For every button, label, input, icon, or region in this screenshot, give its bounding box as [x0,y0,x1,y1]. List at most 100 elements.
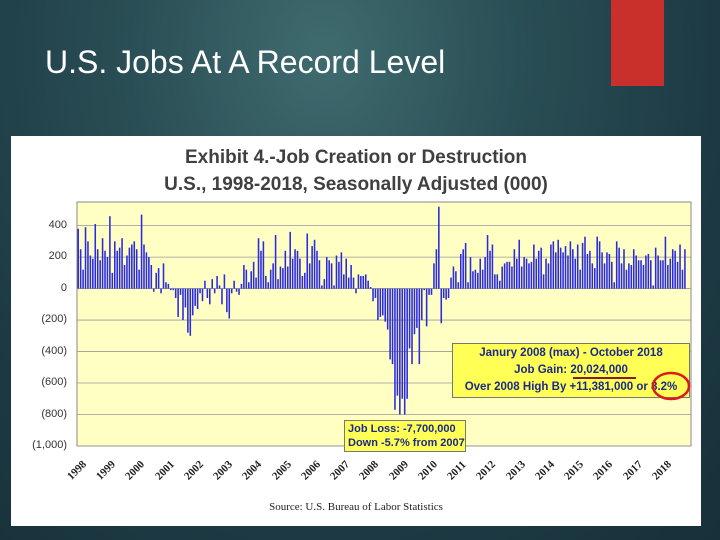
bar [357,274,360,289]
bar [250,271,252,289]
bar [116,250,118,289]
bar [416,288,418,328]
bar [230,288,233,294]
bar [455,271,457,289]
record-annotation-line2: Job Gain: 20,024,000 [514,364,628,376]
bar [118,247,121,289]
bar [235,288,238,292]
bar [554,252,557,289]
bar [440,288,443,324]
bar [121,238,123,289]
bar [306,233,309,289]
bar [586,253,589,289]
slide-title: U.S. Jobs At A Record Level [45,44,446,80]
bar [584,236,586,289]
bar [562,252,564,289]
bar [162,263,165,289]
bar [174,288,177,299]
bar [671,249,674,289]
plot-area [76,201,692,447]
chart-subtitle: U.S., 1998-2018, Seasonally Adjusted (00… [164,174,548,195]
bar [335,255,338,289]
bar [135,249,138,289]
bar [518,239,521,289]
bar [313,239,316,289]
bar [252,261,255,289]
bar [321,285,323,289]
bar [684,249,686,289]
bar [637,260,640,289]
bar [496,274,499,289]
bar [484,257,486,289]
bar [511,266,513,289]
bar [645,255,647,289]
bar [516,258,518,289]
bar [84,227,87,289]
bar [384,288,386,322]
bar [289,231,291,289]
bar [420,288,423,321]
bar [628,263,630,289]
bar [360,275,362,289]
bar [204,280,206,289]
bar [438,206,440,289]
bar [323,279,326,289]
bar [647,253,650,289]
bar [425,288,428,327]
bar [625,269,628,289]
bar [657,255,659,289]
bar [96,249,99,289]
bar [406,288,408,399]
bar [523,257,525,289]
bar [304,272,306,289]
bar [569,241,572,289]
bar [218,285,221,289]
bar [606,252,608,289]
bar [430,288,433,295]
bar [301,275,304,289]
bar [474,269,477,289]
bar [447,288,450,299]
loss-annotation-line2: Down -5.7% from 2007 [348,437,465,449]
bar [377,288,379,321]
bar [652,285,655,289]
bar [111,272,114,289]
bar [213,288,216,294]
bar [284,250,287,289]
bar [399,288,401,415]
bar [508,261,511,289]
bar [199,288,201,294]
bar [513,249,516,289]
bar [167,283,170,289]
bar [603,263,606,289]
bar [89,255,92,289]
bar [433,263,435,289]
bar [87,241,89,289]
bar [286,266,289,289]
bar [262,241,265,289]
bar [355,288,357,294]
bar [545,258,547,289]
bar [184,288,187,308]
bar [155,272,157,289]
bar [182,288,184,321]
bar [467,282,469,289]
record-annotation-line1: Janury 2008 (max) - October 2018 [479,347,663,359]
bar [157,268,160,289]
bar [623,249,625,289]
bar [542,274,545,289]
bar [382,288,384,316]
bar [550,244,552,289]
bar [391,288,394,365]
bar [537,250,540,289]
bar [620,263,623,289]
bar [99,260,101,289]
chart-title: Exhibit 4.-Job Creation or Destruction [184,147,528,168]
bar [308,263,311,289]
y-tick-label: (200) [41,313,67,326]
bar [206,288,209,299]
bar [386,288,389,330]
bar [667,264,669,289]
bar [123,264,126,289]
y-tick-label: (400) [41,344,67,357]
